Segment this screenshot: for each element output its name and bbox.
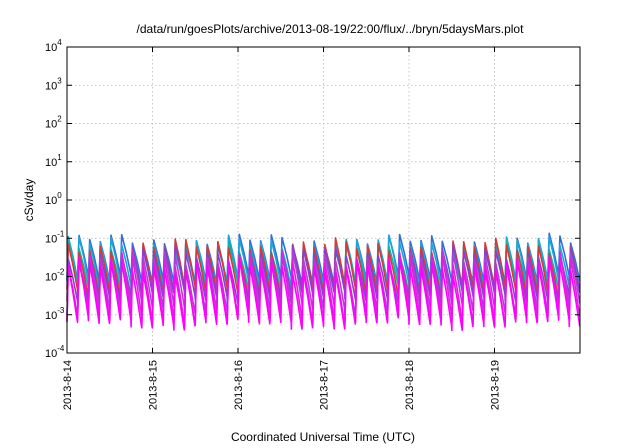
x-tick-label: 2013-8-18 [404,360,416,410]
y-axis-label: cSv/day [22,179,36,222]
y-tick-label: 102 [45,115,62,131]
y-tick-label: 10-2 [45,268,65,284]
y-tick-exponent: 4 [57,38,62,47]
y-tick-label: 100 [45,191,62,207]
y-tick-exponent: 3 [57,76,62,85]
chart-title: /data/run/goesPlots/archive/2013-08-19/2… [137,22,525,36]
x-tick-label: 2013-8-16 [233,360,245,410]
x-tick-label: 2013-8-15 [148,360,160,410]
y-tick-label: 10-4 [45,344,65,360]
y-tick-label: 10-3 [45,306,65,322]
y-tick-exponent: -1 [57,229,65,238]
x-axis-label: Coordinated Universal Time (UTC) [231,430,415,444]
y-tick-label: 101 [45,153,62,169]
y-tick-exponent: -2 [57,268,65,277]
y-tick-exponent: 2 [57,115,62,124]
y-tick-exponent: 1 [57,153,62,162]
x-tick-label: 2013-8-14 [62,360,74,410]
y-tick-label: 104 [45,38,62,54]
y-tick-label: 10-1 [45,229,65,245]
y-tick-label: 103 [45,76,62,92]
x-tick-label: 2013-8-17 [319,360,331,410]
x-tick-label: 2013-8-19 [490,360,502,410]
series-line [66,257,581,332]
plot-series [66,232,581,332]
x-axis: 2013-8-14 2013-8-15 2013-8-16 2013-8-17 2013… [62,47,502,410]
y-tick-exponent: -4 [57,344,65,353]
y-tick-exponent: 0 [57,191,62,200]
y-tick-exponent: -3 [57,306,65,315]
